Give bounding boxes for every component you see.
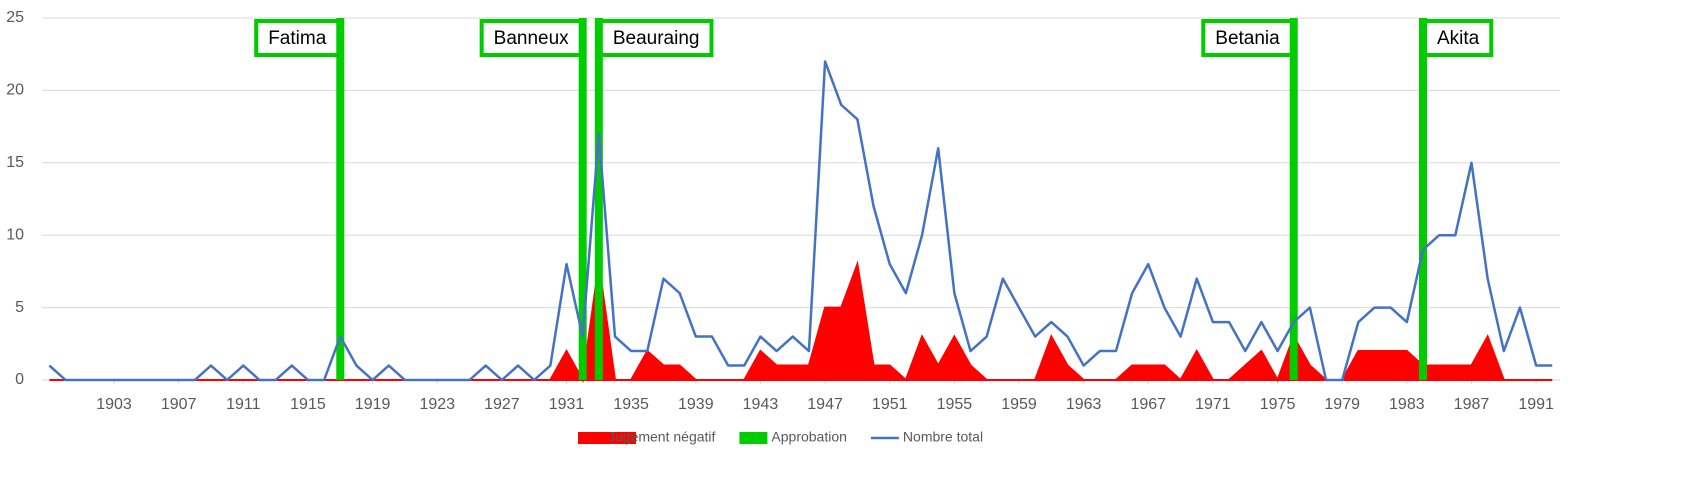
x-tick-label: 1967 [1130,396,1166,413]
annotation-box [1423,19,1494,57]
x-tick-label: 1947 [807,396,843,413]
approval-bar [1289,18,1298,380]
annotation-label: Betania [1215,28,1280,49]
x-tick-label: 1931 [549,396,585,413]
x-tick-label: 1903 [96,396,132,413]
x-tick-label: 1915 [290,396,326,413]
annotation-label: Akita [1437,28,1480,49]
y-tick-label: 10 [6,226,24,243]
y-tick-label: 20 [6,82,24,99]
annotation-label: Fatima [268,28,327,49]
annotation: Beauraing [598,19,714,57]
x-tick-label: 1979 [1324,396,1360,413]
legend-swatch [739,432,768,444]
approval-bar [594,18,603,380]
x-tick-label: 1927 [484,396,520,413]
annotation: Akita [1423,19,1494,57]
x-tick-label: 1907 [161,396,197,413]
x-tick-label: 1983 [1389,396,1425,413]
area [49,260,1553,384]
y-tick-label: 5 [15,299,24,316]
x-tick-label: 1987 [1454,396,1490,413]
approval-bar [578,18,587,380]
legend-label: Jugement négatif [608,429,716,445]
annotation-box [479,19,583,57]
x-tick-label: 1919 [355,396,391,413]
legend-swatch [578,432,636,444]
annotation: Betania [1201,19,1294,57]
x-tick-label: 1943 [743,396,779,413]
x-tick-label: 1971 [1195,396,1231,413]
legend-label: Nombre total [903,429,983,445]
x-tick-label: 1975 [1260,396,1296,413]
annotation: Fatima [254,19,341,57]
y-tick-label: 0 [15,371,24,388]
y-tick-label: 25 [6,9,24,26]
annotation-box [254,19,341,57]
annotation-label: Beauraing [613,28,700,49]
approval-bar [1419,18,1427,380]
x-tick-label: 1939 [678,396,714,413]
approval-bar [336,18,345,380]
x-tick-label: 1991 [1518,396,1554,413]
y-tick-label: 15 [6,154,24,171]
x-tick-label: 1935 [613,396,649,413]
x-tick-label: 1963 [1066,396,1102,413]
legend-label: Approbation [771,429,847,445]
annotation-box [1201,19,1294,57]
x-tick-label: 1923 [419,396,455,413]
annotation-box [598,19,714,57]
line [48,60,1553,382]
x-tick-label: 1955 [937,396,973,413]
annotation-label: Banneux [494,28,570,49]
x-tick-label: 1959 [1001,396,1037,413]
x-tick-label: 1911 [226,396,261,413]
annotation: Banneux [479,19,583,57]
x-tick-label: 1951 [872,396,908,413]
